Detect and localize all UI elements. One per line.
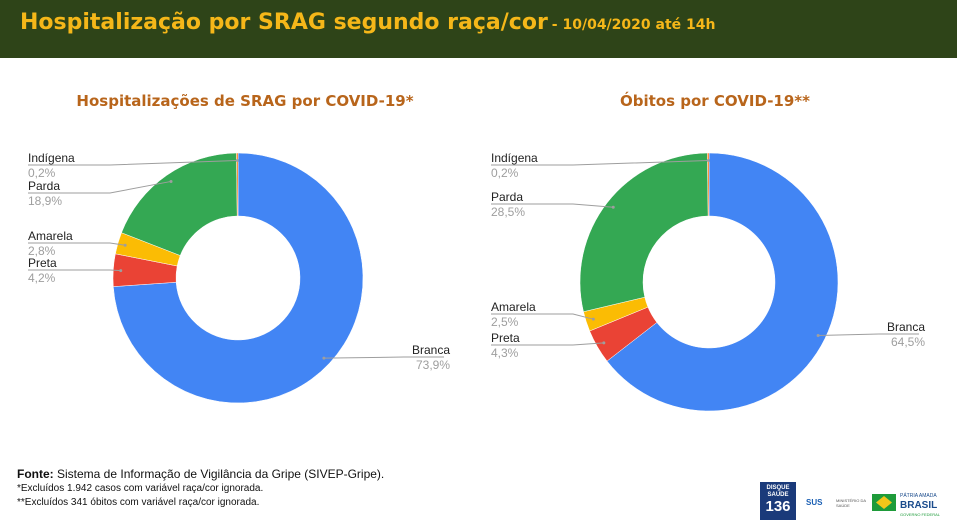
chart2-label-parda: Parda (491, 190, 523, 204)
disque-saude-text: DISQUE SAÚDE (766, 485, 790, 498)
chart2-value-amarela: 2,5% (491, 315, 519, 329)
brasil-logo-main: BRASIL (900, 500, 938, 511)
chart1-leader-line-indigena (28, 160, 238, 166)
chart1-value-preta: 4,2% (28, 271, 56, 285)
source-label: Fonte: (17, 467, 54, 481)
chart2-value-parda: 28,5% (491, 205, 525, 219)
footer: Fonte: Sistema de Informação de Vigilânc… (17, 466, 384, 510)
brasil-logo-top: PÁTRIA AMADA (900, 493, 937, 499)
logos: DISQUE SAÚDE 136 SUS MINISTÉRIO DA SAÚDE… (760, 482, 950, 522)
chart1-label-amarela: Amarela (28, 229, 73, 243)
disque-saude-number: 136 (765, 498, 791, 515)
chart2-leader-line-preta (491, 342, 604, 346)
page-title: Hospitalização por SRAG segundo raça/cor… (20, 10, 716, 35)
chart1-value-parda: 18,9% (28, 194, 62, 208)
chart1-value-indigena: 0,2% (28, 166, 56, 180)
chart1-leader-line-amarela (28, 242, 126, 246)
chart1-value-amarela: 2,8% (28, 244, 56, 258)
chart2-slice-indigena (707, 152, 710, 217)
chart2-leader-line-amarela (491, 313, 594, 320)
chart2-slice-branca (606, 152, 839, 412)
chart1-value-branca: 73,9% (416, 358, 450, 372)
chart2-value-preta: 4,3% (491, 346, 519, 360)
footnote-cases: *Excluídos 1.942 casos com variável raça… (17, 483, 264, 494)
chart2-label-branca: Branca (887, 320, 925, 334)
chart1-leader-line-parda (28, 180, 172, 194)
chart1-label-preta: Preta (28, 256, 57, 270)
source-line: Fonte: Sistema de Informação de Vigilânc… (17, 466, 384, 482)
chart2-leader-line-branca (818, 333, 919, 336)
brasil-flag-icon (872, 494, 896, 511)
chart2-label-indigena: Indígena (491, 151, 538, 165)
chart1-label-branca: Branca (412, 343, 450, 357)
chart2-slice-parda (579, 152, 709, 313)
page-subtitle: - 10/04/2020 até 14h (551, 17, 716, 33)
disque-saude-logo: DISQUE SAÚDE 136 (760, 482, 796, 520)
chart-hospitalizacoes-title: Hospitalizações de SRAG por COVID-19* (76, 92, 414, 110)
chart1-leader-line-preta (28, 269, 121, 272)
chart2-value-branca: 64,5% (891, 335, 925, 349)
sus-logo: SUS (806, 498, 823, 507)
chart1-label-parda: Parda (28, 179, 60, 193)
chart1-slice-indigena (236, 152, 239, 217)
brasil-logo-bottom: GOVERNO FEDERAL (900, 512, 941, 517)
chart1-slice-branca (113, 152, 364, 404)
chart1-label-indigena: Indígena (28, 151, 75, 165)
chart-obitos-title: Óbitos por COVID-19** (620, 92, 810, 110)
donut-charts: Branca73,9%Preta4,2%Amarela2,8%Parda18,9… (28, 151, 925, 412)
chart2-label-amarela: Amarela (491, 300, 536, 314)
chart2-leader-line-parda (491, 203, 614, 208)
ministerio-saude-logo: MINISTÉRIO DA SAÚDE (836, 498, 866, 508)
source-text: Sistema de Informação de Vigilância da G… (57, 467, 385, 481)
chart2-leader-line-indigena (491, 160, 709, 166)
brasil-logo: PÁTRIA AMADA BRASIL GOVERNO FEDERAL (900, 492, 940, 519)
chart2-value-indigena: 0,2% (491, 166, 519, 180)
header-bar: Hospitalização por SRAG segundo raça/cor… (0, 0, 957, 58)
footnote-deaths: **Excluídos 341 óbitos com variável raça… (17, 497, 260, 508)
chart2-label-preta: Preta (491, 331, 520, 345)
chart1-leader-line-branca (323, 356, 444, 359)
